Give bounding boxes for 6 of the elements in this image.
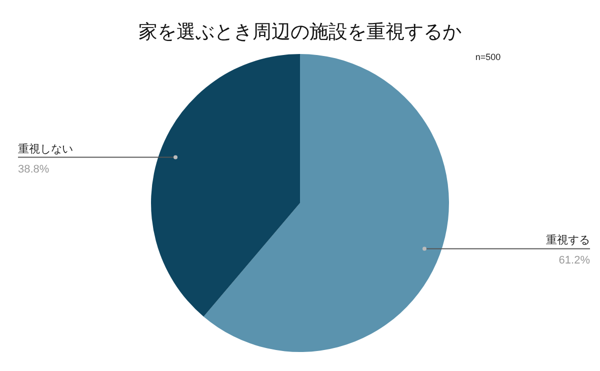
data-label: 38.8%: [18, 163, 50, 176]
slice-label: 重視しない: [18, 142, 73, 156]
text: n=500: [475, 52, 501, 62]
data-label: 61.2%: [558, 254, 590, 267]
slice-label: 重視する: [546, 234, 590, 247]
chart-title: 家を選ぶとき周辺の施設を重視するか: [138, 21, 462, 43]
